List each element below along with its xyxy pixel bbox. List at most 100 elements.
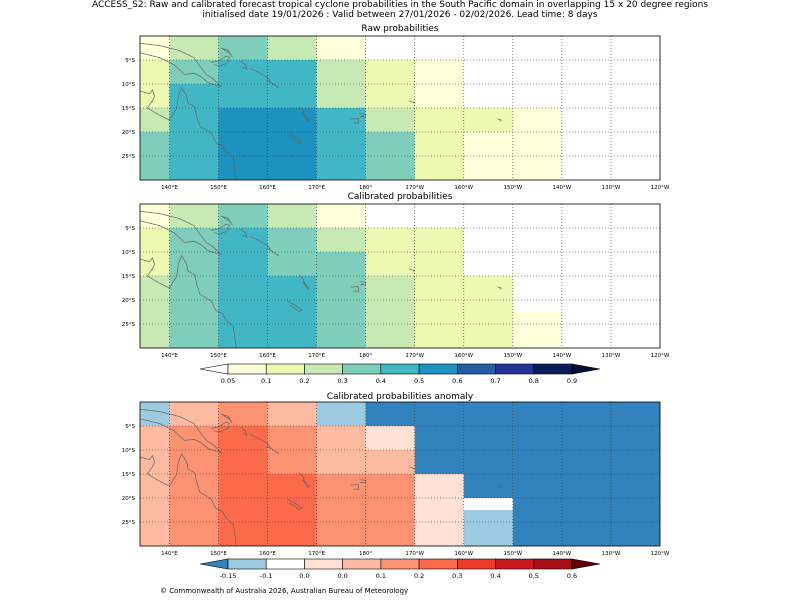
probability-cell <box>169 450 219 474</box>
coastline <box>350 286 360 292</box>
colorbar-tick-label: 0.4 <box>376 377 386 385</box>
coastline <box>287 132 303 144</box>
probability-cell <box>316 36 366 60</box>
longitude-tick-label: 150°W <box>503 185 522 191</box>
probability-cell <box>414 276 464 300</box>
longitude-tick-label: 170°W <box>405 353 424 359</box>
probability-cell <box>316 450 366 474</box>
probability-cell <box>169 60 219 84</box>
longitude-tick-label: 120°W <box>651 185 670 191</box>
latitude-tick-label: 15°S <box>122 472 136 478</box>
probability-cell <box>267 204 317 228</box>
probability-cell <box>463 510 513 546</box>
colorbar-tick-label: 0.0 <box>337 572 347 580</box>
coastline <box>299 106 310 122</box>
probability-cell <box>169 132 219 180</box>
probability-cell <box>218 228 268 252</box>
latitude-tick-label: 5°S <box>125 58 135 64</box>
colorbar-segment <box>265 558 305 570</box>
coastline <box>359 479 367 483</box>
probability-cell <box>267 426 317 450</box>
colorbar-over-arrow <box>571 558 601 570</box>
coastline <box>350 118 360 124</box>
longitude-tick-label: 160°W <box>454 353 473 359</box>
probability-cell <box>169 300 219 348</box>
coastline <box>220 413 233 424</box>
colorbar-tick-label: 0.5 <box>529 572 539 580</box>
probability-cell <box>365 60 415 84</box>
coastline <box>497 286 502 290</box>
longitude-tick-label: 180° <box>359 185 372 191</box>
probability-cell <box>140 402 170 426</box>
probability-cell <box>267 402 317 426</box>
latitude-tick-label: 10°S <box>122 448 136 454</box>
probability-cell <box>140 426 170 450</box>
coastline <box>359 281 367 285</box>
probability-cell <box>365 450 415 474</box>
longitude-tick-label: 180° <box>359 353 372 359</box>
probability-cell <box>169 426 219 450</box>
probability-colorbar: 0.05 0.1 0.2 0.3 0.4 0.5 0.6 0.7 0.8 0.9 <box>199 363 601 385</box>
colorbar-segment <box>495 558 535 570</box>
longitude-tick-label: 120°W <box>651 353 670 359</box>
probability-cell <box>218 402 268 426</box>
colorbar-segment <box>342 363 382 375</box>
colorbar-tick-label: 0.7 <box>490 377 500 385</box>
probability-cell <box>512 498 660 546</box>
colorbar-under-arrow <box>199 558 229 570</box>
probability-cell <box>140 60 170 84</box>
anomaly-panel-title: Calibrated probabilities anomaly <box>326 392 474 402</box>
probability-cell <box>365 276 415 300</box>
coastline <box>287 300 303 312</box>
longitude-tick-label: 160°E <box>259 353 276 359</box>
probability-cell <box>140 228 170 252</box>
colorbar-tick-label: 0.1 <box>261 377 271 385</box>
probability-cell <box>316 60 366 84</box>
coastline <box>240 60 248 70</box>
colorbar-segment <box>495 363 535 375</box>
colorbar-segment <box>227 558 267 570</box>
probability-cell <box>169 252 219 276</box>
coastline <box>139 210 223 256</box>
latitude-tick-label: 10°S <box>122 82 136 88</box>
longitude-tick-label: 170°E <box>308 353 325 359</box>
coastline <box>250 235 280 257</box>
probability-cell <box>140 276 170 300</box>
anomaly-map: 140°E 150°E 160°E 170°E 180° 170°W 160°W 150°W 1… <box>122 401 670 557</box>
probability-cell <box>169 204 219 228</box>
colorbar-tick-label: 0.3 <box>337 377 347 385</box>
probability-cell <box>169 36 219 60</box>
probability-cell <box>218 252 268 276</box>
probability-cell <box>140 108 170 132</box>
probability-cell <box>140 36 170 60</box>
probability-cell <box>316 276 366 300</box>
latitude-tick-label: 10°S <box>122 250 136 256</box>
longitude-tick-label: 140°W <box>553 353 572 359</box>
probability-cell <box>140 204 170 228</box>
colorbar-tick-label: 0.6 <box>452 377 462 385</box>
probability-cell <box>316 204 366 228</box>
probability-cell <box>414 84 464 108</box>
probability-cell <box>316 228 366 252</box>
probability-cell <box>365 84 415 108</box>
probability-cell <box>140 132 170 180</box>
coastline <box>497 118 502 122</box>
longitude-tick-label: 170°E <box>308 185 325 191</box>
coastline <box>359 113 367 117</box>
longitude-tick-label: 140°E <box>161 353 178 359</box>
raw-panel-title: Raw probabilities <box>361 24 439 34</box>
colorbar-tick-label: 0.6 <box>567 572 577 580</box>
colorbar-tick-label: -0.15 <box>220 572 237 580</box>
probability-cell <box>267 450 317 474</box>
coastline <box>287 498 303 510</box>
colorbar-segment <box>342 558 382 570</box>
colorbar-tick-label: 0.1 <box>376 572 386 580</box>
probability-cell <box>365 108 415 132</box>
probability-cell <box>140 474 170 498</box>
longitude-tick-label: 130°W <box>602 353 621 359</box>
probability-cell <box>414 60 464 84</box>
copyright-footer: © Commonwealth of Australia 2026, Austra… <box>160 587 409 595</box>
probability-cell <box>463 276 513 300</box>
coastline <box>139 408 223 454</box>
longitude-tick-label: 130°W <box>602 185 621 191</box>
